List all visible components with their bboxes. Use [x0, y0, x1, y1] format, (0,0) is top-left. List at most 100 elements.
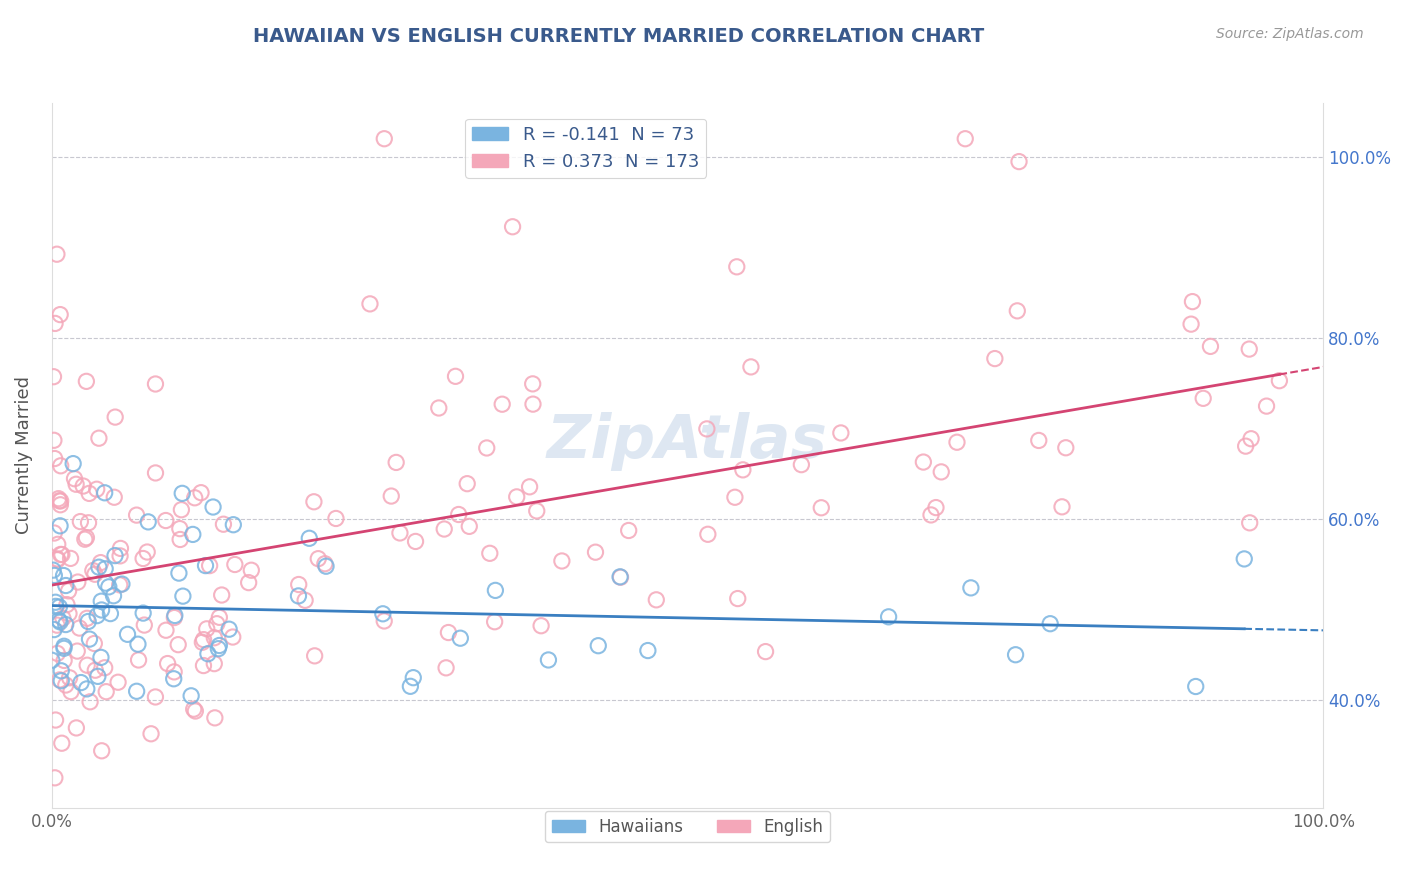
Point	[731, 463, 754, 477]
Point	[1004, 648, 1026, 662]
Point	[45, 595, 67, 609]
Point	[42, 434, 65, 448]
Text: HAWAIIAN VS ENGLISH CURRENTLY MARRIED CORRELATION CHART: HAWAIIAN VS ENGLISH CURRENTLY MARRIED CO…	[253, 27, 984, 45]
Point	[198, 558, 221, 573]
Point	[132, 606, 155, 620]
Point	[810, 500, 832, 515]
Point	[240, 563, 263, 577]
Point	[93, 485, 115, 500]
Point	[65, 721, 87, 735]
Point	[42, 623, 65, 637]
Y-axis label: Currently Married: Currently Married	[15, 376, 32, 534]
Point	[58, 671, 80, 685]
Point	[155, 624, 177, 638]
Point	[45, 247, 67, 261]
Point	[373, 614, 395, 628]
Point	[1268, 374, 1291, 388]
Point	[75, 375, 97, 389]
Point	[434, 661, 457, 675]
Point	[49, 308, 72, 322]
Point	[183, 491, 205, 505]
Point	[55, 617, 77, 632]
Point	[609, 570, 631, 584]
Point	[76, 681, 98, 696]
Point	[44, 317, 66, 331]
Point	[90, 650, 112, 665]
Point	[1234, 439, 1257, 453]
Point	[380, 489, 402, 503]
Point	[145, 376, 167, 391]
Point	[163, 672, 186, 686]
Point	[69, 515, 91, 529]
Point	[117, 627, 139, 641]
Point	[1008, 154, 1031, 169]
Point	[740, 359, 762, 374]
Point	[373, 132, 395, 146]
Point	[359, 297, 381, 311]
Point	[93, 661, 115, 675]
Point	[100, 607, 122, 621]
Point	[184, 704, 207, 718]
Point	[946, 435, 969, 450]
Point	[315, 559, 337, 574]
Point	[46, 646, 69, 660]
Point	[202, 500, 225, 514]
Point	[49, 494, 72, 508]
Point	[108, 578, 131, 592]
Point	[49, 548, 72, 562]
Point	[75, 531, 97, 545]
Point	[1184, 680, 1206, 694]
Point	[526, 504, 548, 518]
Point	[456, 476, 478, 491]
Legend: Hawaiians, English: Hawaiians, English	[546, 811, 830, 842]
Point	[960, 581, 983, 595]
Point	[83, 636, 105, 650]
Point	[56, 598, 79, 612]
Point	[48, 613, 70, 627]
Point	[197, 647, 219, 661]
Point	[224, 558, 246, 572]
Point	[90, 603, 112, 617]
Point	[790, 458, 813, 472]
Point	[82, 564, 104, 578]
Point	[46, 552, 69, 566]
Point	[103, 589, 125, 603]
Point	[238, 575, 260, 590]
Point	[287, 577, 309, 591]
Text: Source: ZipAtlas.com: Source: ZipAtlas.com	[1216, 27, 1364, 41]
Point	[62, 457, 84, 471]
Point	[194, 558, 217, 573]
Point	[52, 568, 75, 582]
Point	[302, 495, 325, 509]
Point	[1050, 500, 1073, 514]
Point	[307, 551, 329, 566]
Point	[325, 511, 347, 525]
Point	[830, 425, 852, 440]
Point	[475, 441, 498, 455]
Point	[44, 526, 66, 541]
Point	[405, 534, 427, 549]
Point	[588, 639, 610, 653]
Point	[76, 658, 98, 673]
Point	[45, 599, 67, 614]
Point	[202, 631, 225, 645]
Point	[44, 568, 66, 582]
Point	[385, 455, 408, 469]
Point	[298, 531, 321, 545]
Point	[76, 611, 98, 625]
Point	[87, 669, 110, 683]
Point	[402, 671, 425, 685]
Point	[181, 527, 204, 541]
Point	[145, 690, 167, 704]
Point	[530, 618, 553, 632]
Point	[195, 622, 218, 636]
Point	[696, 527, 718, 541]
Point	[59, 551, 82, 566]
Point	[125, 684, 148, 698]
Point	[77, 486, 100, 500]
Point	[145, 466, 167, 480]
Point	[94, 562, 117, 576]
Point	[637, 643, 659, 657]
Point	[371, 607, 394, 621]
Point	[90, 594, 112, 608]
